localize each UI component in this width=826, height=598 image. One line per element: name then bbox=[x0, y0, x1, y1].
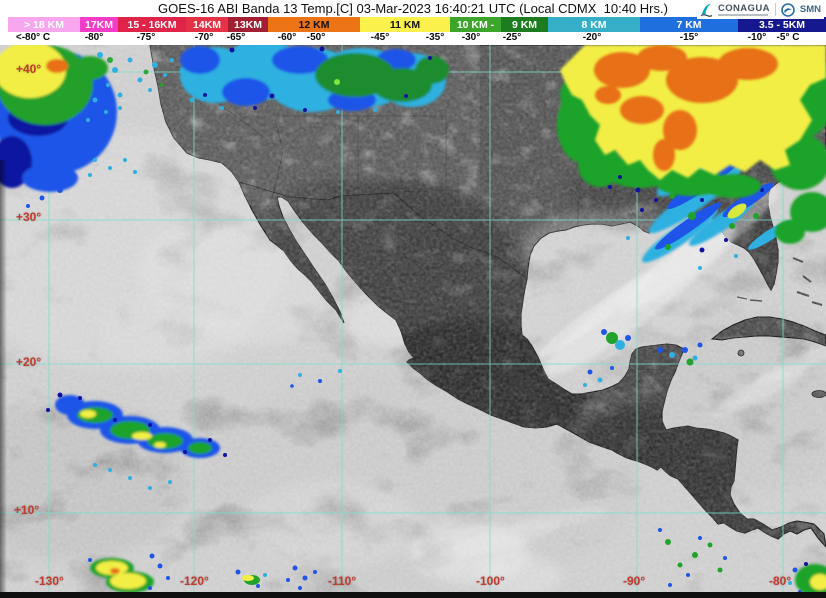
scale-seg-3-5km: 3.5 - 5KM bbox=[738, 17, 826, 32]
scale-seg-14km: 14KM bbox=[186, 17, 228, 32]
temp-label: -10° bbox=[747, 32, 767, 43]
scale-seg-10km: 10 KM - bbox=[450, 17, 501, 32]
lon-label-100: -100° bbox=[476, 574, 505, 588]
lon-label-120: -120° bbox=[180, 574, 209, 588]
temp-label: <-80° C bbox=[15, 32, 51, 43]
conagua-logo-icon bbox=[700, 4, 713, 17]
convection-us-storm-system bbox=[557, 45, 826, 270]
conagua-logo: CONAGUA bbox=[717, 2, 770, 16]
lon-label-90: -90° bbox=[623, 574, 646, 588]
scale-seg-12km: 12 KM bbox=[268, 17, 360, 32]
smn-label: SMN bbox=[799, 4, 821, 15]
temp-label: -70° bbox=[194, 32, 214, 43]
lon-label-80: -80° bbox=[769, 574, 792, 588]
satellite-imagery bbox=[0, 40, 826, 598]
lat-label-30: +30° bbox=[16, 210, 42, 224]
temp-label: -15° bbox=[679, 32, 699, 43]
altitude-color-scale: > 18 KM 17KM 15 - 16KM 14KM 13KM 12 KM 1… bbox=[0, 17, 826, 32]
page-title: GOES-16 ABI Banda 13 Temp.[C] 03-Mar-202… bbox=[158, 1, 668, 16]
scale-seg-13km: 13KM bbox=[228, 17, 268, 32]
scale-seg-gt18km: > 18 KM bbox=[8, 17, 80, 32]
convection-pacific-storm bbox=[0, 42, 184, 208]
scale-seg-8km: 8 KM bbox=[548, 17, 640, 32]
orange-cores bbox=[594, 45, 778, 171]
temp-label: -60° bbox=[277, 32, 297, 43]
smn-logo-icon bbox=[781, 2, 795, 17]
cluster-245 bbox=[235, 569, 267, 588]
temp-label: -25° bbox=[502, 32, 522, 43]
satellite-map: +40° +30° +20° +10° -130° -120° -110° -1… bbox=[0, 40, 826, 598]
temperature-scale-labels: <-80° C -80° -75° -70° -65° -60° -50° -4… bbox=[0, 32, 826, 45]
temp-label: -35° bbox=[425, 32, 445, 43]
lat-label-40: +40° bbox=[16, 62, 42, 76]
scale-seg-15-16km: 15 - 16KM bbox=[118, 17, 186, 32]
conagua-label: CONAGUA bbox=[717, 2, 770, 14]
scale-seg-17km: 17KM bbox=[80, 17, 118, 32]
temp-label: -50° bbox=[306, 32, 326, 43]
convection-west-band bbox=[46, 392, 227, 490]
temp-label: -75° bbox=[136, 32, 156, 43]
lat-label-20: +20° bbox=[16, 355, 42, 369]
lat-label-10: +10° bbox=[14, 503, 40, 517]
temp-label: -45° bbox=[370, 32, 390, 43]
temp-label: -30° bbox=[461, 32, 481, 43]
convection-bottom-right bbox=[658, 528, 826, 596]
agency-logos: CONAGUA SMN bbox=[696, 0, 824, 19]
temp-label: -80° bbox=[84, 32, 104, 43]
bottom-border bbox=[0, 592, 826, 598]
scale-seg-11km: 11 KM bbox=[360, 17, 450, 32]
temp-label: -20° bbox=[582, 32, 602, 43]
scale-seg-9km: 9 KM bbox=[501, 17, 548, 32]
conagua-subtitle-bar bbox=[717, 13, 768, 16]
temp-label: -65° bbox=[226, 32, 246, 43]
band-navy-specks bbox=[203, 46, 432, 112]
title-bar: GOES-16 ABI Banda 13 Temp.[C] 03-Mar-202… bbox=[0, 0, 826, 17]
left-vignette bbox=[0, 160, 7, 592]
temp-label: -5° C bbox=[776, 32, 800, 43]
convection-bottom-left bbox=[88, 553, 317, 593]
convection-southwest-band bbox=[86, 40, 449, 122]
logo-divider bbox=[774, 3, 776, 16]
convection-yucatan-specks bbox=[290, 329, 703, 388]
scale-seg-7km: 7 KM bbox=[640, 17, 738, 32]
lon-label-130: -130° bbox=[35, 574, 64, 588]
lon-label-110: -110° bbox=[328, 574, 357, 588]
